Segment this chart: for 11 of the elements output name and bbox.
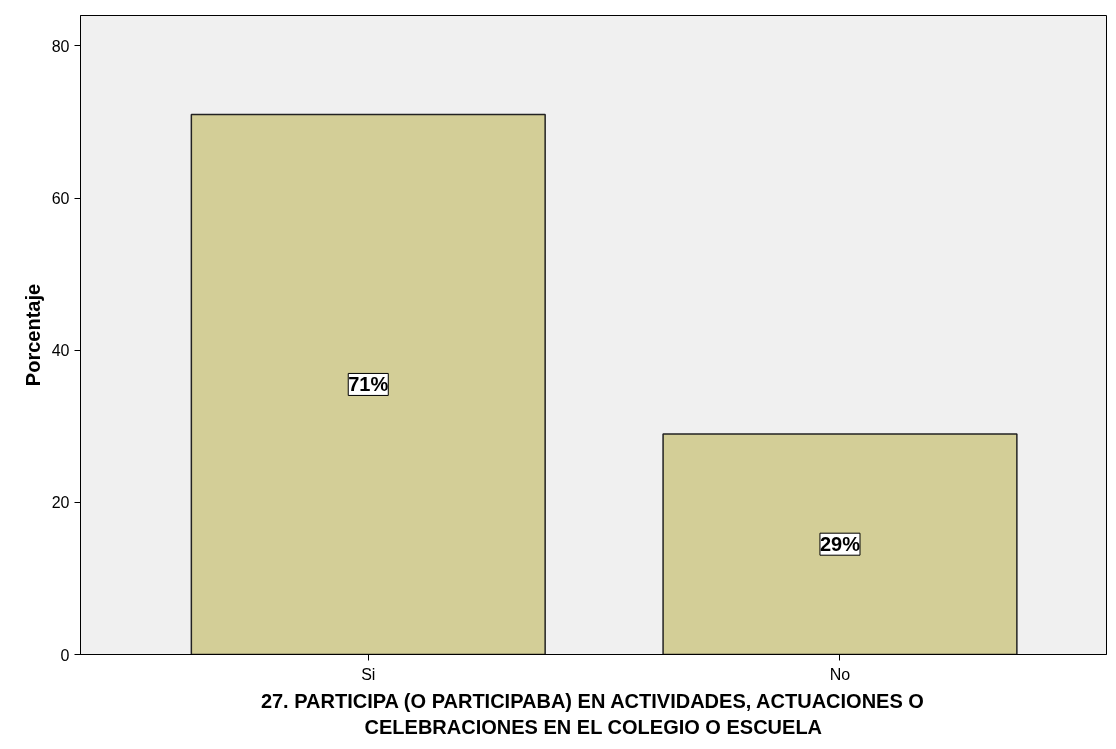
- x-axis-title: 27. PARTICIPA (O PARTICIPABA) EN ACTIVIDADES, ACTUACIONES O CELEBRACIONES EN EL COLEGIO O ESCUELA: [260, 689, 924, 738]
- data-label: 29%: [819, 533, 861, 556]
- x-tick-label: Si: [361, 665, 376, 683]
- y-tick-label: 80: [51, 37, 70, 55]
- y-tick-label: 20: [51, 494, 70, 512]
- y-axis-title: Porcentaje: [21, 283, 44, 387]
- y-tick-label: 60: [51, 190, 70, 208]
- data-label: 71%: [348, 373, 389, 396]
- y-tick-label: 0: [60, 646, 70, 664]
- x-tick-label: No: [829, 665, 851, 683]
- y-tick-label: 40: [51, 342, 70, 360]
